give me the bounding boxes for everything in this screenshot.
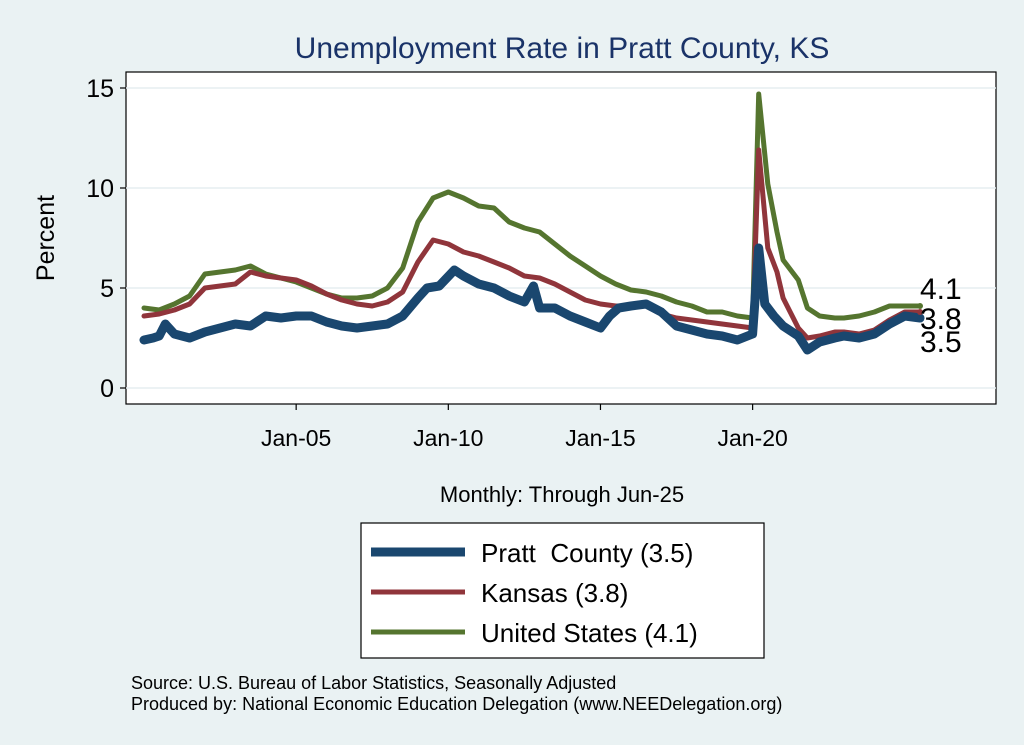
y-tick-label: 10 — [86, 175, 114, 203]
legend: Pratt County (3.5) Kansas (3.8) United S… — [360, 522, 765, 659]
source-note: Source: U.S. Bureau of Labor Statistics,… — [131, 673, 616, 693]
series-lines — [139, 91, 925, 355]
x-tick-label: Jan-10 — [413, 425, 483, 451]
x-axis: Jan-05 Jan-10 Jan-15 Jan-20 — [261, 404, 788, 451]
y-tick-label: 0 — [100, 375, 114, 403]
x-tick-label: Jan-15 — [565, 425, 635, 451]
x-tick-label: Jan-05 — [261, 425, 331, 451]
end-point-pratt-county — [917, 315, 923, 321]
legend-label-pratt-county: Pratt County (3.5) — [481, 538, 693, 568]
plot-area — [125, 71, 997, 405]
legend-label-united-states: United States (4.1) — [481, 618, 698, 648]
producer-note: Produced by: National Economic Education… — [131, 694, 782, 714]
x-axis-label: Monthly: Through Jun-25 — [440, 482, 684, 507]
end-label-kansas: 3.8 — [920, 303, 962, 336]
end-label-united-states: 4.1 — [920, 273, 962, 306]
y-tick-label: 5 — [100, 275, 114, 303]
legend-label-kansas: Kansas (3.8) — [481, 578, 628, 608]
end-labels: 3.53.84.1 — [917, 273, 962, 359]
series-line-kansas — [141, 147, 923, 341]
end-point-kansas — [917, 309, 923, 315]
y-tick-label: 15 — [86, 75, 114, 103]
end-label-pratt-county: 3.5 — [920, 326, 962, 359]
x-tick-label: Jan-20 — [717, 425, 787, 451]
chart-title: Unemployment Rate in Pratt County, KS — [295, 32, 830, 65]
end-point-united-states — [917, 303, 923, 309]
y-axis-label: Percent — [32, 195, 60, 281]
series-line-pratt-county — [139, 243, 925, 355]
y-axis: 0 5 10 15 — [86, 75, 126, 403]
